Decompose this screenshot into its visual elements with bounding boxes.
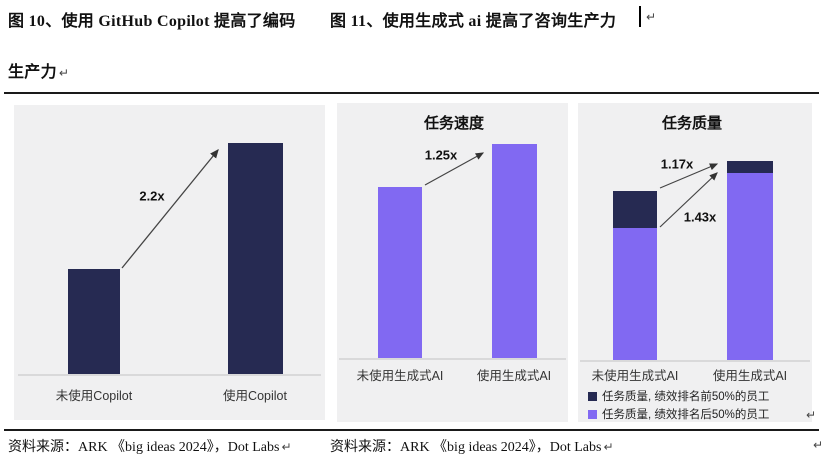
x-axis-line (339, 358, 566, 360)
bar-without-copilot (68, 269, 120, 374)
legend: 任务质量, 绩效排名前50%的员工 任务质量, 绩效排名后50%的员工 (588, 387, 769, 423)
table-top-border (4, 92, 819, 94)
multiplier-label: 1.25x (424, 147, 458, 163)
category-label-with-copilot: 使用Copilot (223, 389, 287, 403)
legend-swatch-purple-icon (588, 409, 597, 419)
category-label-without-genai: 未使用生成式AI (591, 369, 679, 383)
stacked-bar-with-genai (727, 161, 773, 360)
segment-bottom50 (613, 228, 657, 360)
x-axis-line (18, 374, 321, 376)
legend-label: 任务质量, 绩效排名前50%的员工 (602, 391, 770, 403)
chart-task-speed[interactable]: 任务速度 1.25x 未使用生成式AI 使用生成式AI (337, 103, 568, 422)
figure11-title[interactable]: 图 11、使用生成式 ai 提高了咨询生产力 (330, 13, 617, 30)
table-bottom-border (4, 429, 819, 431)
paragraph-return-icon: ↵ (646, 10, 657, 24)
bar-with-copilot (228, 143, 283, 374)
bar-with-genai (492, 144, 537, 358)
source-right[interactable]: 资料来源：ARK 《big ideas 2024》，Dot Labs ↵ (330, 440, 614, 455)
category-label-without-genai: 未使用生成式AI (356, 369, 444, 383)
chart-task-quality[interactable]: 任务质量 1.17x 1.43x 未使用生成式AI 使用生成式AI 任务质量, … (578, 103, 812, 422)
stacked-bar-without-genai (613, 191, 657, 360)
paragraph-return-icon: ↵ (603, 440, 614, 454)
legend-item-bottom50: 任务质量, 绩效排名后50%的员工 (588, 405, 769, 423)
row-end-return-icon: ↵ (813, 438, 823, 452)
source-left[interactable]: 资料来源：ARK 《big ideas 2024》，Dot Labs ↵ (8, 440, 292, 455)
bar-without-genai (378, 187, 422, 358)
multiplier-label: 2.2x (139, 188, 165, 204)
x-axis-line (580, 360, 810, 362)
category-label-with-genai: 使用生成式AI (712, 369, 788, 383)
chart-title: 任务质量 (661, 115, 723, 132)
paragraph-return-icon: ↵ (281, 440, 292, 454)
figure10-title-line1[interactable]: 图 10、使用 GitHub Copilot 提高了编码 (8, 13, 296, 30)
paragraph-return-icon: ↵ (806, 408, 817, 422)
segment-bottom50 (727, 173, 773, 360)
figure10-title-line2[interactable]: 生产力 ↵ (8, 64, 70, 81)
segment-top50 (613, 191, 657, 228)
multiplier-label-bottom50: 1.43x (683, 209, 717, 225)
paragraph-return-icon: ↵ (58, 66, 70, 80)
category-label-with-genai: 使用生成式AI (476, 369, 552, 383)
legend-swatch-navy-icon (588, 391, 597, 401)
category-label-without-copilot: 未使用Copilot (55, 389, 133, 403)
multiplier-label-total: 1.17x (660, 156, 694, 172)
text-cursor (639, 6, 641, 27)
chart-title: 任务速度 (423, 115, 485, 132)
segment-top50 (727, 161, 773, 173)
legend-label: 任务质量, 绩效排名后50%的员工 (602, 409, 770, 421)
legend-item-top50: 任务质量, 绩效排名前50%的员工 (588, 387, 769, 405)
chart-copilot-productivity[interactable]: 2.2x 未使用Copilot 使用Copilot (14, 105, 325, 420)
